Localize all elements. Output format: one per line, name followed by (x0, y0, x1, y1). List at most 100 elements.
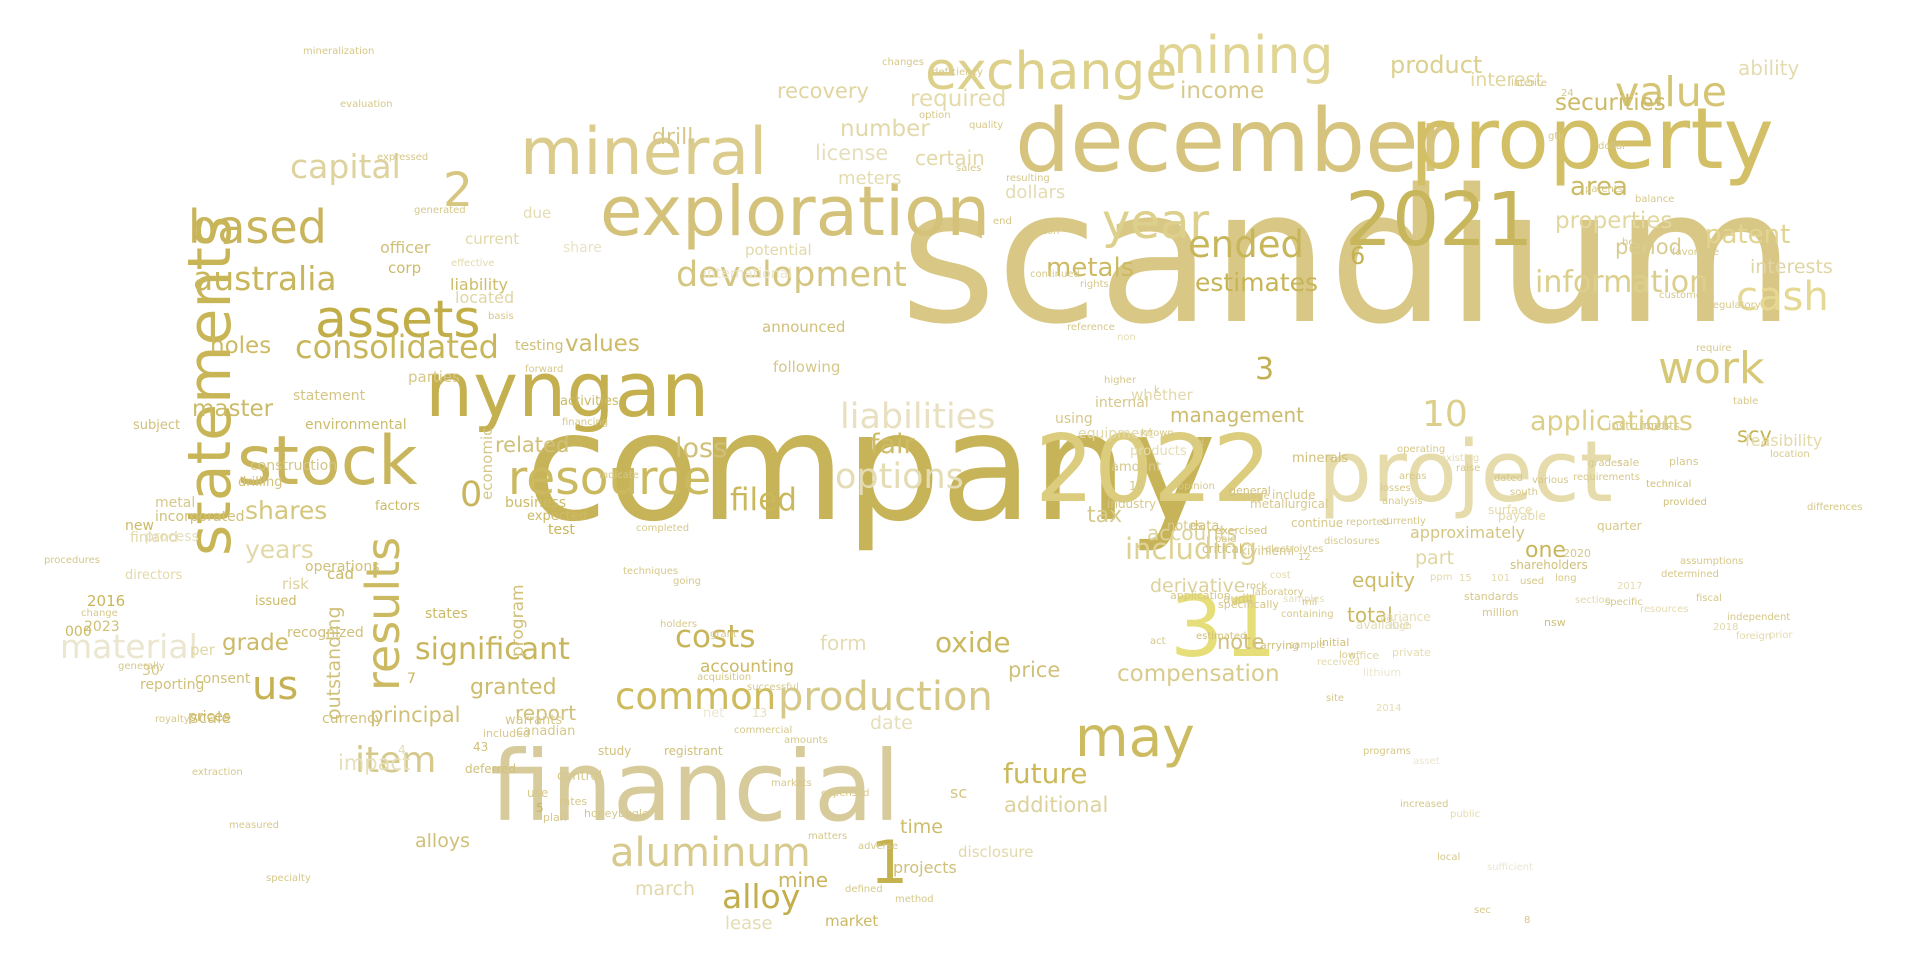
word-cloud-word: applications (1530, 406, 1694, 437)
word-cloud-word: year (1102, 194, 1210, 250)
word-cloud-word: require (1696, 343, 1732, 354)
word-cloud-word: 3 (1255, 352, 1275, 387)
word-cloud-word: reference (1067, 322, 1115, 333)
word-cloud-word: 8 (1524, 915, 1531, 926)
word-cloud-word: regulatory (1709, 300, 1761, 311)
word-cloud-word: going (673, 576, 701, 587)
word-cloud-word: item (355, 740, 437, 781)
word-cloud-word: end (993, 216, 1012, 227)
word-cloud-word: based (188, 200, 327, 254)
word-cloud-word: kivihiemi (1240, 544, 1295, 558)
word-cloud-word: disclosures (1324, 536, 1380, 547)
word-cloud-word: interest (1470, 69, 1543, 91)
word-cloud-word: site (1326, 693, 1345, 704)
word-cloud-word: variance (1379, 610, 1431, 624)
word-cloud-word: programs (1363, 746, 1411, 757)
word-cloud-word: customers (1659, 290, 1712, 301)
word-cloud-word: grant (710, 629, 737, 640)
word-cloud-word: section (1575, 595, 1612, 606)
word-cloud-word: following (773, 358, 841, 376)
word-cloud-word: lithium (1363, 666, 1402, 679)
word-cloud-word: adverse (858, 841, 899, 852)
word-cloud-word: funds (1640, 419, 1671, 432)
word-cloud-word: 2018 (1713, 622, 1739, 633)
word-cloud-word: potential (745, 241, 812, 259)
word-cloud-word: effective (451, 258, 495, 269)
word-cloud-word: foreign (1736, 631, 1772, 642)
word-cloud-word: patents (1585, 184, 1624, 195)
word-cloud-word: one (1525, 538, 1566, 563)
word-cloud-word: various (1532, 475, 1569, 486)
word-cloud-word: directors (125, 568, 183, 583)
word-cloud-word: holders (660, 619, 698, 630)
word-cloud-word: procedures (44, 555, 100, 566)
word-cloud-word: due (523, 204, 552, 222)
word-cloud-word: specialty (266, 873, 311, 884)
word-cloud-word: factors (375, 499, 420, 514)
word-cloud-word: ppm (1430, 572, 1453, 583)
word-cloud-word: program (508, 584, 528, 657)
word-cloud-word: recognized (287, 625, 364, 641)
word-cloud-word: 31 (1170, 578, 1277, 676)
word-cloud-word: net (703, 706, 725, 721)
word-cloud-word: provided (1663, 497, 1707, 508)
word-cloud-word: values (565, 331, 640, 357)
word-cloud-word: alloys (415, 830, 470, 852)
word-cloud-word: dollar (1598, 141, 1627, 152)
word-cloud-word: 2022 (1035, 415, 1272, 523)
word-cloud-word: march (635, 878, 696, 900)
word-cloud-word: markets (771, 778, 812, 789)
word-cloud-word: assets (315, 290, 481, 350)
word-cloud-word: cash (1736, 274, 1829, 320)
word-cloud-word: subject (133, 418, 181, 433)
word-cloud-word: 12 (1298, 552, 1311, 563)
word-cloud-word: principal (370, 703, 461, 727)
word-cloud-word: nsw (1544, 616, 1566, 629)
word-cloud-word: mineral (520, 115, 768, 190)
word-cloud-word: include (1272, 488, 1316, 502)
word-cloud-word: metals (1046, 253, 1135, 283)
word-cloud-word: ltd (1191, 438, 1205, 449)
word-cloud-word: specific (1605, 597, 1643, 608)
word-cloud-word: estimates (1195, 268, 1319, 297)
word-cloud-word: included (483, 727, 530, 740)
word-cloud-word: parties (408, 368, 460, 386)
word-cloud-word: interests (1750, 256, 1833, 278)
word-cloud-word: sufficient (1487, 862, 1533, 873)
word-cloud-word: period (1615, 235, 1682, 259)
word-cloud-word: received (1317, 657, 1360, 668)
word-cloud-word: deferred (465, 762, 516, 776)
word-cloud-word: form (820, 631, 867, 655)
word-cloud-word: approximately (1410, 523, 1525, 542)
word-cloud-word: matters (808, 831, 848, 842)
word-cloud-word: sec (1474, 905, 1491, 916)
word-cloud-word: paid (1215, 534, 1237, 545)
word-cloud-word: metallurgical (1250, 497, 1329, 511)
word-cloud-word: surface (1488, 503, 1533, 517)
word-cloud-word: 30 (142, 663, 160, 679)
word-cloud-word: audit (1223, 592, 1254, 606)
word-cloud-word: operating (1397, 444, 1446, 455)
word-cloud-word: containing (1281, 609, 1334, 620)
word-cloud-word: completed (636, 523, 690, 534)
word-cloud-word: options (835, 457, 964, 497)
word-cloud-word: statement (293, 388, 366, 404)
word-cloud-word: grades (1588, 458, 1623, 469)
word-cloud-word: whether (1131, 386, 1193, 404)
word-cloud-word: 6 (1350, 242, 1366, 270)
word-cloud-word: property (1410, 90, 1774, 189)
word-cloud-word: management (1170, 403, 1304, 427)
word-cloud-word: alloy (722, 877, 801, 916)
word-cloud-word: current (465, 230, 520, 248)
word-cloud-word: compensation (1117, 661, 1280, 687)
word-cloud-word: fair (870, 429, 915, 460)
word-cloud-word: information (1535, 265, 1709, 300)
word-cloud-word: disclosure (958, 843, 1034, 861)
word-cloud-word: laterite (1511, 78, 1547, 89)
word-cloud-word: expected (527, 509, 588, 524)
word-cloud-word: sample (1289, 640, 1326, 651)
word-cloud-word: drill (652, 125, 694, 150)
word-cloud-word: opinion (1178, 481, 1215, 492)
word-cloud-word: 101 (1491, 573, 1511, 584)
word-cloud-word: projects (893, 858, 957, 877)
